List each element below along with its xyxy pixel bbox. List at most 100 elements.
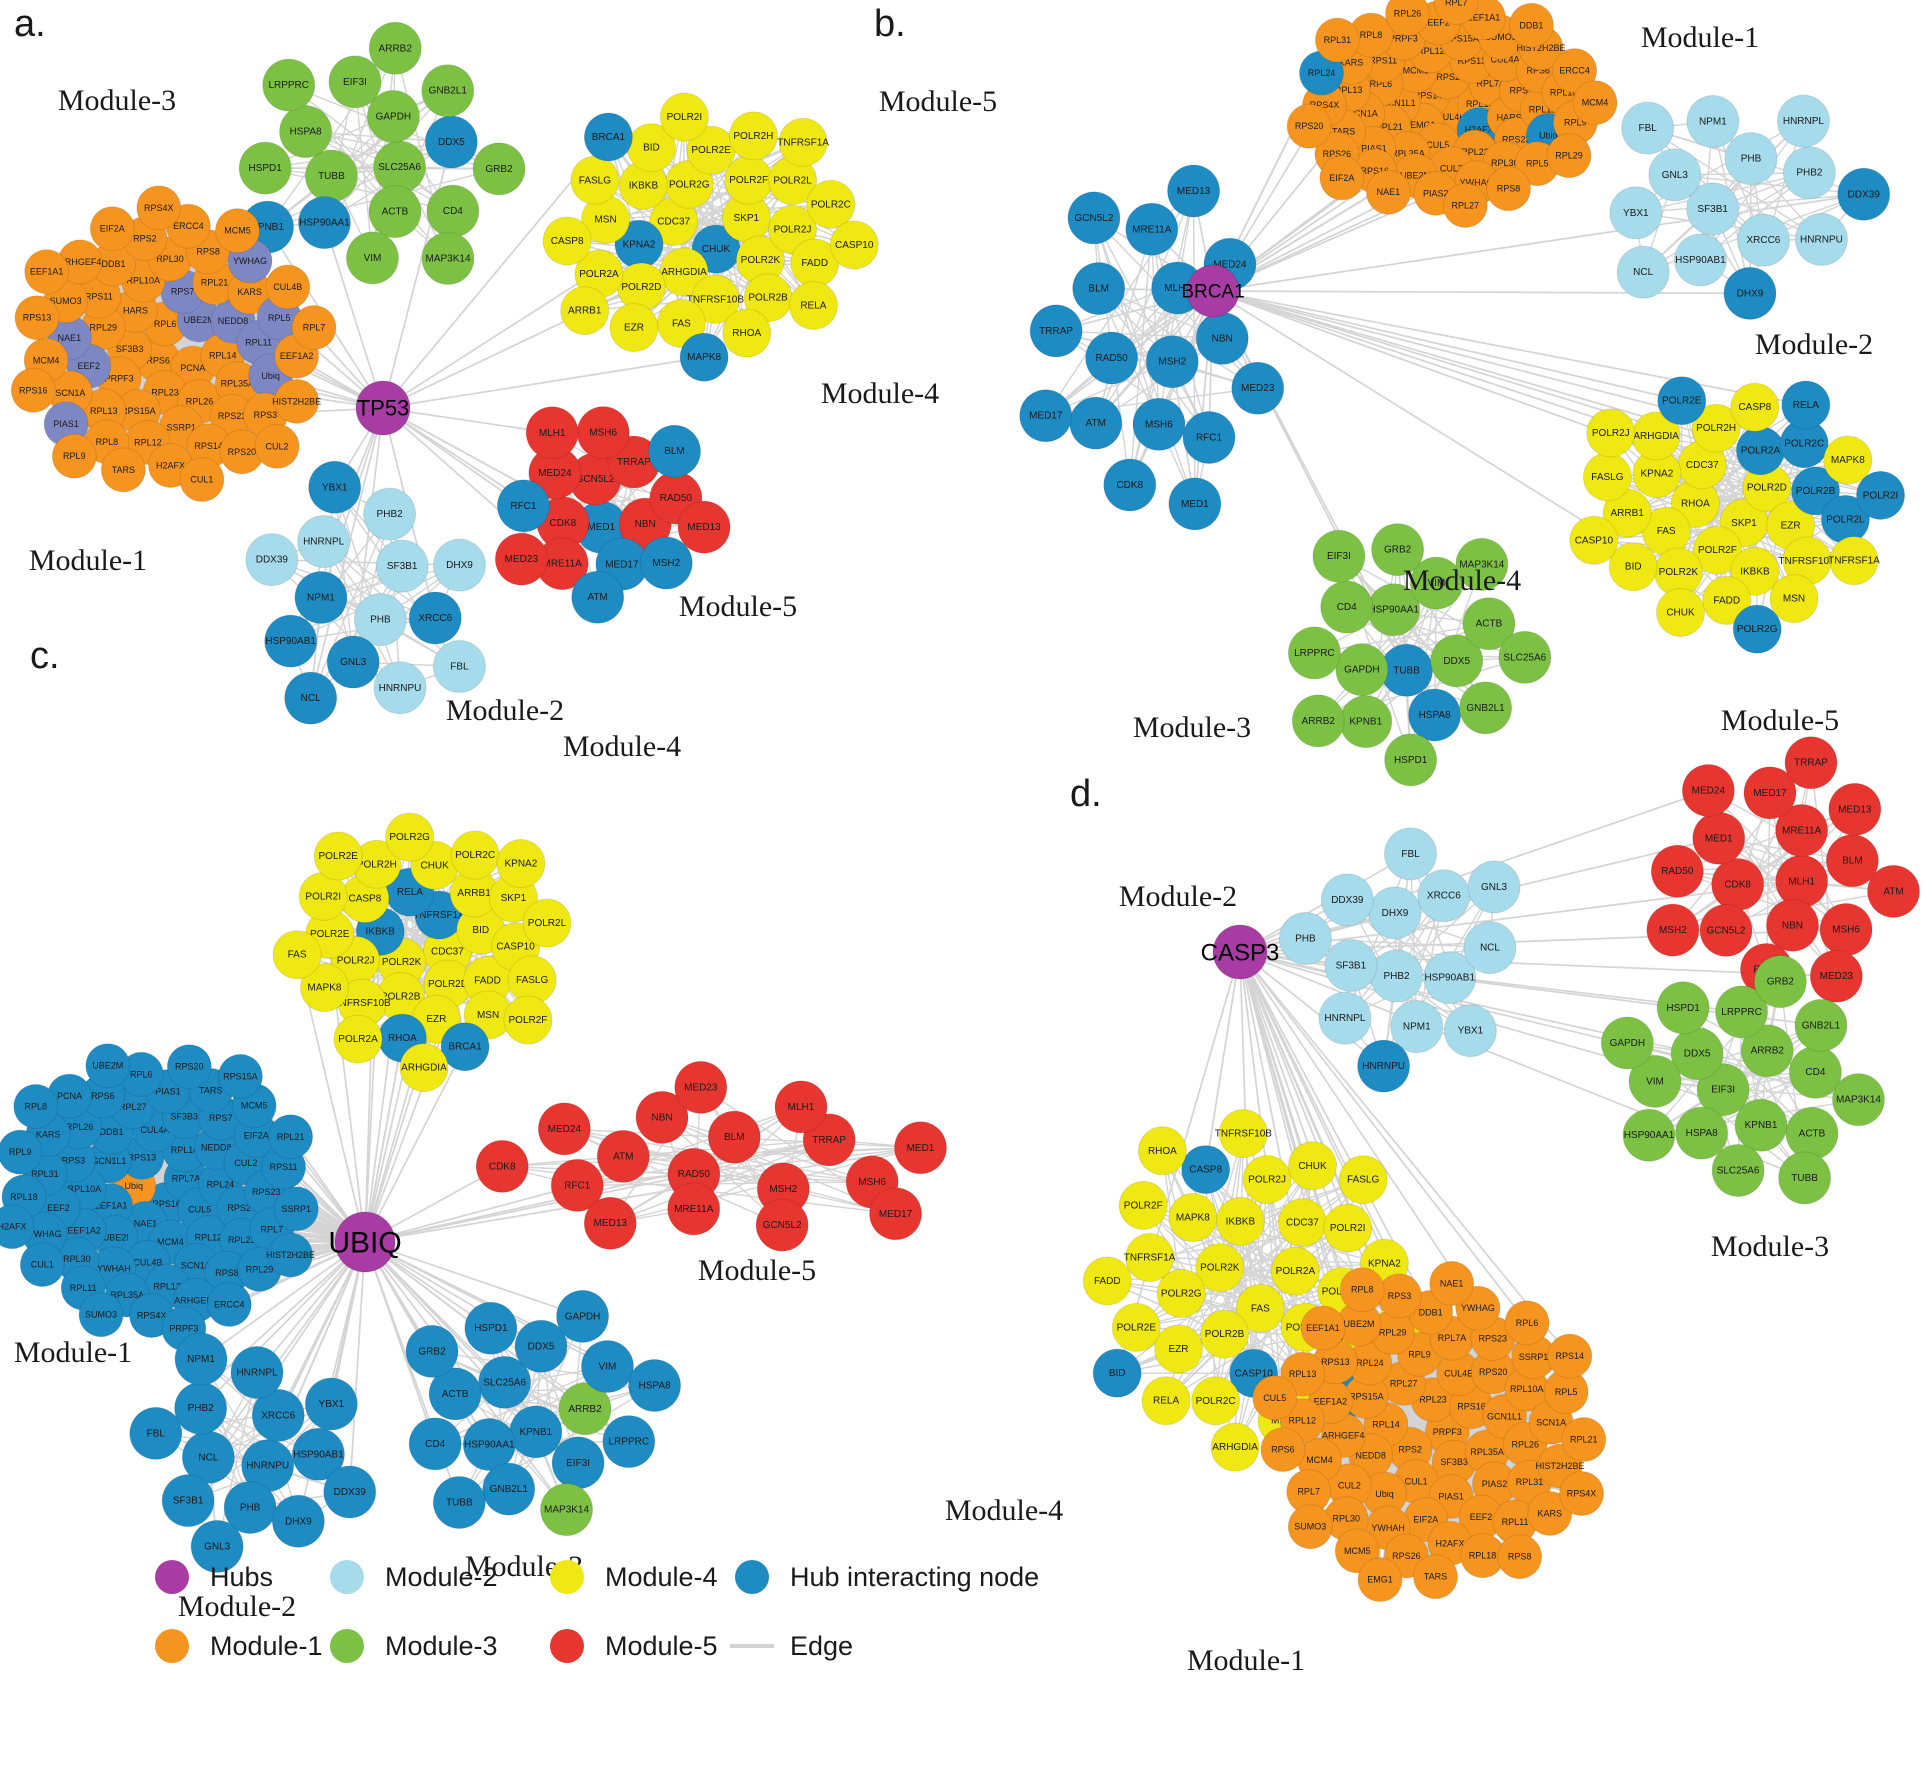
node-CUL1[interactable] — [179, 457, 225, 503]
node-GAPDH[interactable] — [556, 1289, 610, 1343]
node-GCN5L2[interactable] — [1067, 191, 1121, 245]
node-HIST2H2BE[interactable] — [274, 378, 320, 424]
node-DDX39[interactable] — [323, 1465, 377, 1519]
node-MED24[interactable] — [537, 1102, 591, 1156]
node-SUMO3[interactable] — [1287, 1504, 1333, 1550]
node-RPL31[interactable] — [1314, 17, 1360, 63]
node-RPS20[interactable] — [166, 1044, 212, 1090]
node-RPS8[interactable] — [1497, 1534, 1543, 1580]
node-SSRP1[interactable] — [273, 1186, 319, 1232]
node-GNL3[interactable] — [190, 1519, 244, 1573]
node-TNFRSF10B[interactable] — [1218, 1109, 1268, 1159]
node-H2AFX[interactable] — [0, 1204, 35, 1250]
hub-TP53[interactable] — [355, 380, 411, 436]
node-NCL[interactable] — [1616, 245, 1670, 299]
node-MAPK8[interactable] — [1168, 1193, 1218, 1243]
node-PHB[interactable] — [353, 593, 407, 647]
node-DDX5[interactable] — [1430, 634, 1484, 688]
node-POLR2H[interactable] — [728, 111, 778, 161]
node-HSPD1[interactable] — [1384, 733, 1438, 787]
node-GAPDH[interactable] — [1600, 1016, 1654, 1070]
node-GAPDH[interactable] — [1335, 643, 1389, 697]
node-BID[interactable] — [1608, 542, 1658, 592]
node-POLR2G[interactable] — [1732, 604, 1782, 654]
node-RPL8[interactable] — [1339, 1267, 1385, 1313]
node-ACTB[interactable] — [428, 1367, 482, 1421]
node-TARS[interactable] — [100, 447, 146, 493]
node-VIM[interactable] — [1409, 556, 1463, 610]
node-MED23[interactable] — [1231, 361, 1285, 415]
node-RPS4X[interactable] — [136, 185, 182, 231]
node-ARHGDIA[interactable] — [399, 1043, 449, 1093]
node-ARHGDIA[interactable] — [659, 247, 709, 297]
node-RFC1[interactable] — [496, 479, 550, 533]
node-RPS20[interactable] — [1286, 103, 1332, 149]
node-MED1[interactable] — [893, 1121, 947, 1175]
node-CUL1[interactable] — [19, 1242, 65, 1288]
node-RPL6[interactable] — [1504, 1300, 1550, 1346]
node-FBL[interactable] — [432, 640, 486, 694]
node-XRCC6[interactable] — [1736, 213, 1790, 267]
node-MED24[interactable] — [1681, 764, 1735, 818]
node-SLC25A6[interactable] — [1711, 1143, 1765, 1197]
node-HNRNPU[interactable] — [373, 661, 427, 715]
node-SF3B1[interactable] — [161, 1474, 215, 1528]
node-GNB2L1[interactable] — [421, 64, 475, 118]
node-FBL[interactable] — [1384, 827, 1438, 881]
node-YBX1[interactable] — [1609, 186, 1663, 240]
node-ERCC4[interactable] — [206, 1281, 252, 1327]
node-MED17[interactable] — [1743, 766, 1797, 820]
node-POLR2G[interactable] — [1156, 1268, 1206, 1318]
node-KARS[interactable] — [1527, 1490, 1573, 1536]
node-DDX39[interactable] — [1837, 167, 1891, 221]
node-RELA[interactable] — [1141, 1376, 1191, 1426]
node-RPL26[interactable] — [1385, 0, 1431, 37]
node-HNRNPU[interactable] — [1357, 1039, 1411, 1093]
node-BID[interactable] — [1092, 1348, 1142, 1398]
node-BLM[interactable] — [1072, 261, 1126, 315]
node-RPL27[interactable] — [1442, 182, 1488, 228]
node-POLR2I[interactable] — [1323, 1203, 1373, 1253]
node-ARHGDIA[interactable] — [1210, 1422, 1260, 1472]
node-CD4[interactable] — [408, 1417, 462, 1471]
node-RPS6[interactable] — [1260, 1427, 1306, 1473]
node-NBN[interactable] — [635, 1090, 689, 1144]
node-DDX39[interactable] — [245, 533, 299, 587]
node-CUL2[interactable] — [254, 423, 300, 469]
node-CDK8[interactable] — [475, 1139, 529, 1193]
node-RELA[interactable] — [788, 280, 838, 330]
node-HSP90AA1[interactable] — [297, 196, 351, 250]
node-CASP8[interactable] — [542, 216, 592, 266]
node-HNRNPU[interactable] — [1794, 212, 1848, 266]
node-RFC1[interactable] — [550, 1158, 604, 1212]
node-CUL4B[interactable] — [265, 264, 311, 310]
node-RAD50[interactable] — [1085, 331, 1139, 385]
node-HNRNPL[interactable] — [1318, 991, 1372, 1045]
node-GRB2[interactable] — [472, 142, 526, 196]
node-MLH1[interactable] — [525, 406, 579, 460]
node-EIF3I[interactable] — [1312, 529, 1366, 583]
node-MAP3K14[interactable] — [421, 231, 475, 285]
node-MED1[interactable] — [1168, 477, 1222, 531]
node-POLR2I[interactable] — [659, 92, 709, 142]
node-FBL[interactable] — [129, 1406, 183, 1460]
node-XRCC6[interactable] — [251, 1388, 305, 1442]
node-DDX39[interactable] — [1320, 873, 1374, 927]
node-NAE1[interactable] — [1365, 169, 1411, 215]
node-POLR2H[interactable] — [1691, 403, 1741, 453]
node-RPL9[interactable] — [51, 433, 97, 479]
node-NBN[interactable] — [1765, 898, 1819, 952]
node-POLR2F[interactable] — [1118, 1180, 1168, 1230]
node-GCN5L2[interactable] — [755, 1198, 809, 1252]
node-RPL21[interactable] — [1561, 1417, 1607, 1463]
node-GNL3[interactable] — [1648, 148, 1702, 202]
node-DDX5[interactable] — [514, 1319, 568, 1373]
node-HNRNPL[interactable] — [297, 514, 351, 568]
node-MED13[interactable] — [1828, 782, 1882, 836]
node-VIM[interactable] — [345, 231, 399, 285]
node-POLR2J[interactable] — [1242, 1155, 1292, 1205]
node-GAPDH[interactable] — [366, 89, 420, 143]
node-LRPPRC[interactable] — [1287, 626, 1341, 680]
node-CASP8[interactable] — [1730, 382, 1780, 432]
node-YBX1[interactable] — [308, 460, 362, 514]
